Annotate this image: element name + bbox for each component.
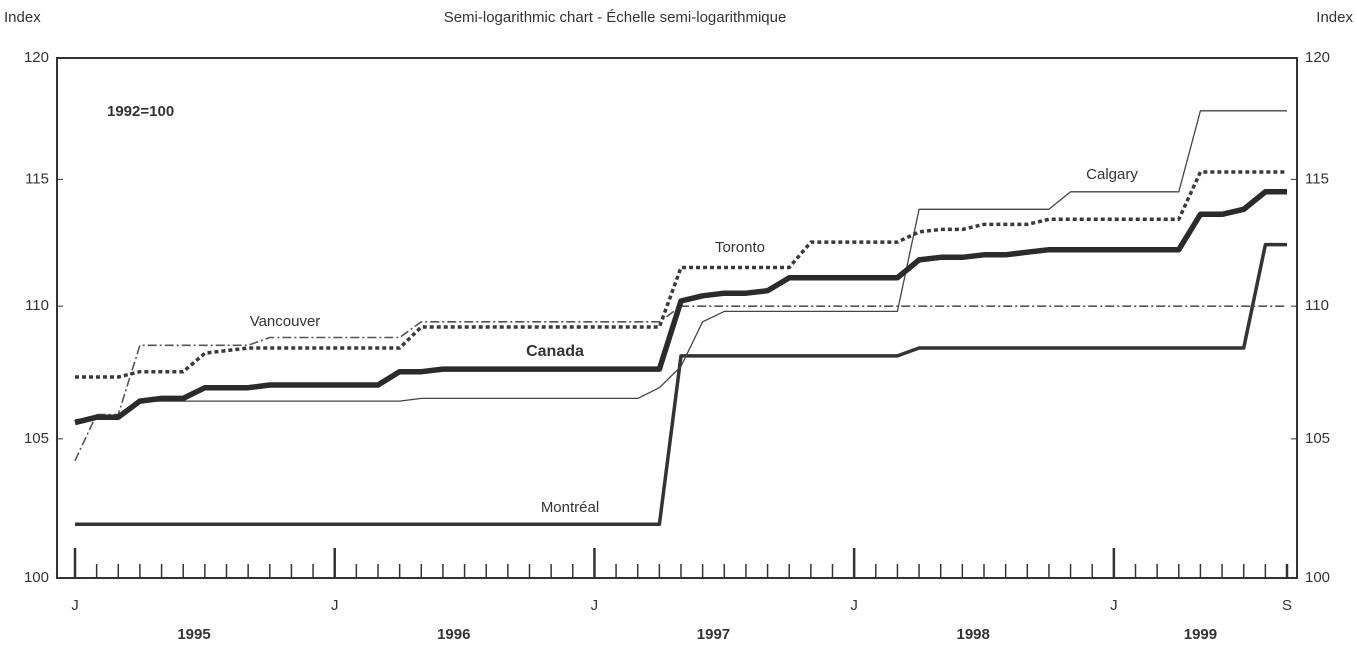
series-label: Calgary bbox=[1086, 166, 1138, 183]
series-label: Vancouver bbox=[250, 313, 321, 330]
y2-tick-label: 110 bbox=[1305, 297, 1329, 314]
y-tick-label: 115 bbox=[25, 170, 49, 187]
y2-tick-label: 105 bbox=[1305, 430, 1330, 447]
annotation: 1992=100 bbox=[107, 103, 174, 120]
chart-title: Semi-logarithmic chart - Échelle semi-lo… bbox=[444, 9, 787, 26]
series-label: Toronto bbox=[715, 239, 765, 256]
series-line bbox=[74, 110, 1287, 421]
year-label: 1997 bbox=[697, 626, 730, 643]
x-tick-label: S bbox=[1282, 597, 1292, 614]
year-label: 1995 bbox=[177, 626, 210, 643]
y-tick-label: 105 bbox=[24, 430, 49, 447]
x-tick-label: J bbox=[850, 597, 858, 614]
y-tick-label: 100 bbox=[24, 569, 49, 586]
series-label: Canada bbox=[526, 343, 584, 360]
y2-tick-label: 100 bbox=[1305, 569, 1330, 586]
y2-axis-title: Index bbox=[1316, 9, 1353, 26]
x-tick-label: J bbox=[1110, 597, 1118, 614]
x-tick-label: J bbox=[591, 597, 599, 614]
year-label: 1996 bbox=[437, 626, 470, 643]
y2-tick-label: 120 bbox=[1305, 49, 1330, 66]
series-line bbox=[75, 242, 1287, 527]
y-tick-label: 110 bbox=[25, 297, 49, 314]
y-axis-title: Index bbox=[4, 9, 41, 26]
y-tick-label: 120 bbox=[24, 49, 49, 66]
year-label: 1998 bbox=[956, 626, 989, 643]
y2-tick-label: 115 bbox=[1305, 170, 1329, 187]
x-tick-label: J bbox=[331, 597, 339, 614]
x-tick-label: J bbox=[71, 597, 79, 614]
plot-frame bbox=[56, 57, 1298, 579]
series-label: Montréal bbox=[541, 499, 599, 516]
year-label: 1999 bbox=[1184, 626, 1217, 643]
series-line bbox=[74, 189, 1287, 426]
